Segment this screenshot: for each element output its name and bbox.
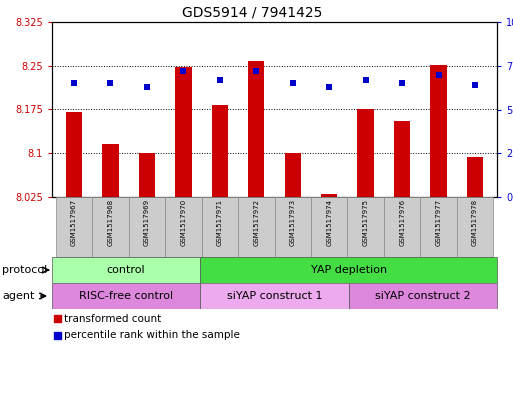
Text: GSM1517967: GSM1517967 [71, 199, 77, 246]
Bar [274, 197, 311, 257]
Text: GSM1517970: GSM1517970 [180, 199, 186, 246]
Bar [358, 109, 374, 197]
Bar [201, 283, 349, 309]
Bar [457, 197, 494, 257]
Bar [52, 283, 201, 309]
Text: GSM1517975: GSM1517975 [363, 199, 369, 246]
Text: RISC-free control: RISC-free control [79, 291, 173, 301]
Text: GDS5914 / 7941425: GDS5914 / 7941425 [182, 5, 323, 19]
Bar [384, 197, 420, 257]
Text: protocol: protocol [2, 265, 47, 275]
Text: transformed count: transformed count [64, 314, 161, 323]
Bar [92, 197, 129, 257]
Bar [311, 197, 347, 257]
Bar [102, 145, 119, 197]
Text: agent: agent [2, 291, 34, 301]
Bar [139, 153, 155, 197]
Bar [238, 197, 274, 257]
Text: YAP depletion: YAP depletion [310, 265, 387, 275]
Bar [321, 194, 338, 197]
Text: GSM1517976: GSM1517976 [399, 199, 405, 246]
Text: GSM1517978: GSM1517978 [472, 199, 478, 246]
Text: GSM1517977: GSM1517977 [436, 199, 442, 246]
Text: GSM1517971: GSM1517971 [217, 199, 223, 246]
Bar [394, 121, 410, 197]
Bar [55, 197, 92, 257]
Bar [165, 197, 202, 257]
Bar [54, 332, 61, 339]
Text: GSM1517974: GSM1517974 [326, 199, 332, 246]
Text: control: control [107, 265, 146, 275]
Text: GSM1517972: GSM1517972 [253, 199, 259, 246]
Text: percentile rank within the sample: percentile rank within the sample [64, 331, 240, 340]
Text: siYAP construct 2: siYAP construct 2 [375, 291, 470, 301]
Text: siYAP construct 1: siYAP construct 1 [227, 291, 322, 301]
Bar [129, 197, 165, 257]
Bar [248, 61, 265, 197]
Bar [420, 197, 457, 257]
Bar [430, 64, 447, 197]
Text: GSM1517969: GSM1517969 [144, 199, 150, 246]
Bar [54, 315, 61, 322]
Bar [66, 112, 82, 197]
Bar [349, 283, 497, 309]
Bar [347, 197, 384, 257]
Bar [202, 197, 238, 257]
Bar [211, 105, 228, 197]
Text: GSM1517968: GSM1517968 [107, 199, 113, 246]
Text: GSM1517973: GSM1517973 [290, 199, 295, 246]
Bar [175, 67, 191, 197]
Bar [285, 153, 301, 197]
Bar [201, 257, 497, 283]
Bar [52, 257, 201, 283]
Bar [467, 157, 483, 197]
